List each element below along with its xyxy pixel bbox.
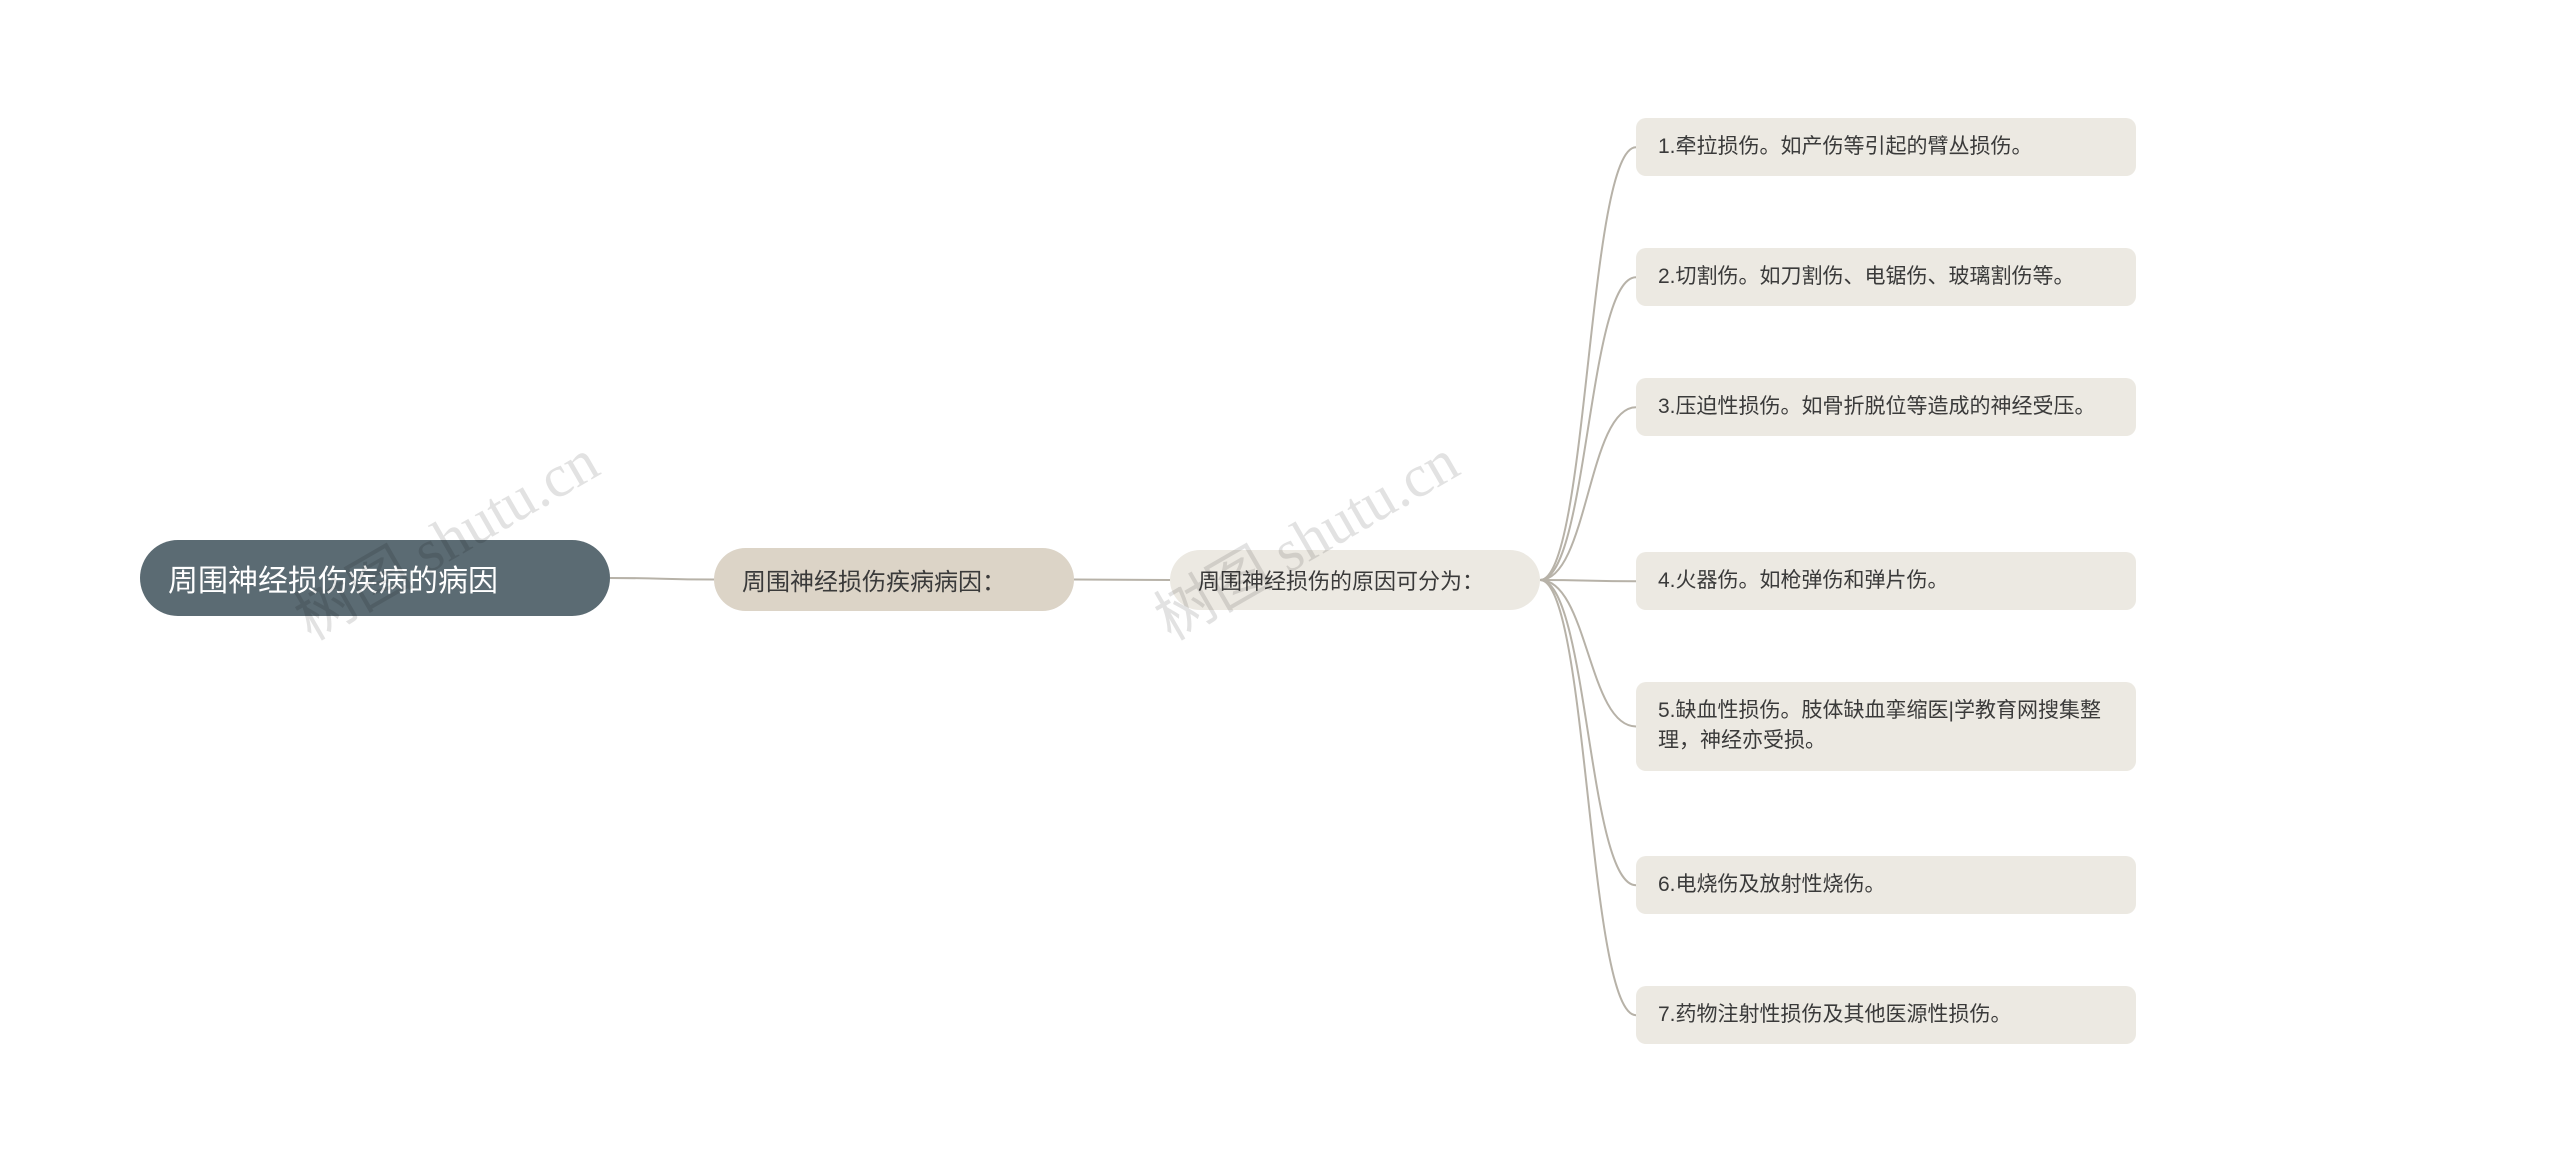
leaf-label: 2.切割伤。如刀割伤、电锯伤、玻璃割伤等。 <box>1658 262 2075 292</box>
leaf-label: 5.缺血性损伤。肢体缺血挛缩医|学教育网搜集整理，神经亦受损。 <box>1658 696 2114 757</box>
mindmap-leaf: 4.火器伤。如枪弹伤和弹片伤。 <box>1636 552 2136 610</box>
mindmap-node-level1: 周围神经损伤疾病病因： <box>714 548 1074 611</box>
mindmap-leaf: 7.药物注射性损伤及其他医源性损伤。 <box>1636 986 2136 1044</box>
level1-label: 周围神经损伤疾病病因： <box>742 562 1006 597</box>
mindmap-leaf: 1.牵拉损伤。如产伤等引起的臂丛损伤。 <box>1636 118 2136 176</box>
mindmap-leaf: 6.电烧伤及放射性烧伤。 <box>1636 856 2136 914</box>
mindmap-root: 周围神经损伤疾病的病因 <box>140 540 610 616</box>
mindmap-leaf: 2.切割伤。如刀割伤、电锯伤、玻璃割伤等。 <box>1636 248 2136 306</box>
leaf-label: 1.牵拉损伤。如产伤等引起的臂丛损伤。 <box>1658 132 2033 162</box>
mindmap-leaf: 5.缺血性损伤。肢体缺血挛缩医|学教育网搜集整理，神经亦受损。 <box>1636 682 2136 771</box>
watermark: 树图 shutu.cn <box>1137 413 1472 657</box>
mindmap-leaf: 3.压迫性损伤。如骨折脱位等造成的神经受压。 <box>1636 378 2136 436</box>
leaf-label: 3.压迫性损伤。如骨折脱位等造成的神经受压。 <box>1658 392 2096 422</box>
watermark: 树图 shutu.cn <box>277 413 612 657</box>
leaf-label: 7.药物注射性损伤及其他医源性损伤。 <box>1658 1000 2012 1030</box>
level2-label: 周围神经损伤的原因可分为： <box>1198 564 1484 596</box>
leaf-label: 6.电烧伤及放射性烧伤。 <box>1658 870 1886 900</box>
leaf-label: 4.火器伤。如枪弹伤和弹片伤。 <box>1658 566 1949 596</box>
root-label: 周围神经损伤疾病的病因 <box>168 556 498 600</box>
mindmap-node-level2: 周围神经损伤的原因可分为： <box>1170 550 1540 610</box>
